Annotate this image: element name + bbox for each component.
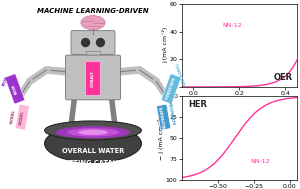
Ellipse shape	[81, 15, 105, 30]
FancyBboxPatch shape	[5, 74, 25, 104]
Y-axis label: j (mA cm⁻²): j (mA cm⁻²)	[162, 27, 168, 64]
FancyBboxPatch shape	[71, 31, 115, 54]
Ellipse shape	[45, 121, 141, 140]
Text: OER: OER	[273, 73, 292, 82]
Text: NN-12: NN-12	[222, 23, 242, 28]
FancyBboxPatch shape	[15, 104, 29, 130]
Text: HER: HER	[188, 100, 207, 109]
Text: TUNGSTATE: TUNGSTATE	[173, 63, 184, 86]
FancyBboxPatch shape	[157, 104, 171, 130]
FancyBboxPatch shape	[85, 61, 100, 95]
Text: OVERALL WATER: OVERALL WATER	[62, 148, 124, 154]
X-axis label: Overpotential (V): Overpotential (V)	[212, 98, 266, 102]
Text: NN-12: NN-12	[251, 159, 270, 164]
Circle shape	[96, 38, 105, 47]
Text: MOLYBDATE: MOLYBDATE	[160, 105, 168, 129]
FancyBboxPatch shape	[161, 74, 181, 104]
Bar	[85, 51, 100, 57]
Ellipse shape	[78, 130, 108, 135]
Text: SPLITTING CATALYSTS: SPLITTING CATALYSTS	[52, 160, 134, 166]
Y-axis label: − j (mA cm⁻²): − j (mA cm⁻²)	[158, 116, 164, 160]
Text: MACHINE LEARNING-DRIVEN: MACHINE LEARNING-DRIVEN	[37, 8, 149, 14]
Text: IRON: IRON	[11, 83, 19, 94]
Text: COBALT: COBALT	[91, 70, 95, 87]
Text: NICKEL: NICKEL	[19, 110, 26, 125]
Text: TUNGSTATE: TUNGSTATE	[165, 77, 177, 101]
Text: NICKEL: NICKEL	[10, 109, 16, 124]
Circle shape	[81, 38, 90, 47]
Ellipse shape	[56, 126, 130, 138]
Ellipse shape	[45, 125, 141, 163]
Text: IRON: IRON	[2, 75, 9, 86]
Text: MOLYBDATE: MOLYBDATE	[167, 101, 175, 126]
FancyBboxPatch shape	[65, 55, 121, 100]
Ellipse shape	[67, 128, 119, 136]
